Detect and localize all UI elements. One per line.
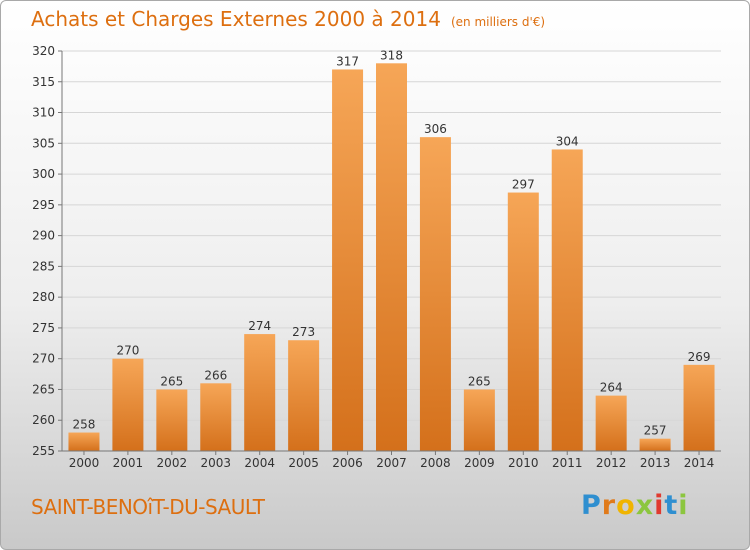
bar-value-label: 297 (512, 178, 535, 192)
bar-value-label: 317 (336, 54, 359, 68)
bar (683, 364, 715, 451)
bar-value-label: 257 (644, 424, 667, 438)
chart-subtitle: (en milliers d'€) (450, 15, 546, 29)
logo-letter: P (581, 490, 602, 521)
bar (156, 389, 188, 451)
y-tick-label: 320 (32, 44, 55, 58)
bar-value-label: 274 (248, 319, 271, 333)
bar-value-label: 318 (380, 48, 403, 62)
logo-letter: x (635, 490, 655, 521)
bar (639, 438, 671, 451)
y-tick-label: 265 (32, 382, 55, 396)
y-tick-label: 275 (32, 321, 55, 335)
x-tick-label: 2006 (332, 456, 363, 470)
y-tick-label: 300 (32, 167, 55, 181)
bar-value-label: 265 (468, 374, 491, 388)
bar (200, 383, 232, 451)
logo-letter: i (654, 490, 665, 521)
y-tick-label: 290 (32, 229, 55, 243)
bar (463, 389, 495, 451)
x-tick-label: 2014 (684, 456, 715, 470)
x-tick-label: 2012 (596, 456, 627, 470)
y-tick-label: 260 (32, 413, 55, 427)
logo-letter: r (601, 490, 617, 521)
x-tick-label: 2008 (420, 456, 451, 470)
x-tick-label: 2002 (157, 456, 188, 470)
chart-title: Achats et Charges Externes 2000 à 2014 (31, 7, 441, 31)
x-tick-label: 2000 (69, 456, 100, 470)
bar-value-label: 304 (556, 134, 579, 148)
bar (288, 340, 320, 451)
title-row: Achats et Charges Externes 2000 à 2014 (e… (31, 7, 545, 31)
bar-value-label: 273 (292, 325, 315, 339)
bar-value-label: 258 (73, 418, 96, 432)
x-tick-label: 2010 (508, 456, 539, 470)
logo-letter: o (616, 490, 636, 521)
proxiti-logo: Proxiti (581, 490, 689, 521)
bar (68, 432, 100, 451)
bar-value-label: 269 (688, 350, 711, 364)
logo-letter: i (678, 490, 689, 521)
x-tick-label: 2005 (288, 456, 319, 470)
bar-value-label: 264 (600, 381, 623, 395)
bar-value-label: 270 (116, 344, 139, 358)
bar (332, 69, 364, 451)
bar (551, 149, 583, 451)
x-tick-label: 2003 (200, 456, 231, 470)
y-tick-label: 310 (32, 106, 55, 120)
bar-value-label: 306 (424, 122, 447, 136)
y-tick-label: 255 (32, 444, 55, 458)
commune-name: SAINT-BENOîT-DU-SAULT (31, 495, 265, 519)
bar (244, 334, 276, 451)
bar (376, 63, 407, 452)
y-tick-label: 285 (32, 259, 55, 273)
y-tick-label: 305 (32, 136, 55, 150)
x-tick-label: 2009 (464, 456, 495, 470)
bar-value-label: 266 (204, 368, 227, 382)
x-tick-label: 2011 (552, 456, 583, 470)
bar (419, 137, 451, 451)
x-tick-label: 2007 (376, 456, 407, 470)
y-tick-label: 270 (32, 352, 55, 366)
y-tick-label: 295 (32, 198, 55, 212)
x-tick-label: 2001 (113, 456, 144, 470)
bar (112, 358, 144, 451)
logo-letter: t (664, 490, 679, 521)
bar-value-label: 265 (160, 374, 183, 388)
bar (507, 192, 539, 452)
x-tick-label: 2004 (244, 456, 275, 470)
y-tick-label: 280 (32, 290, 55, 304)
y-tick-label: 315 (32, 75, 55, 89)
bar (595, 395, 627, 451)
x-tick-label: 2013 (640, 456, 671, 470)
